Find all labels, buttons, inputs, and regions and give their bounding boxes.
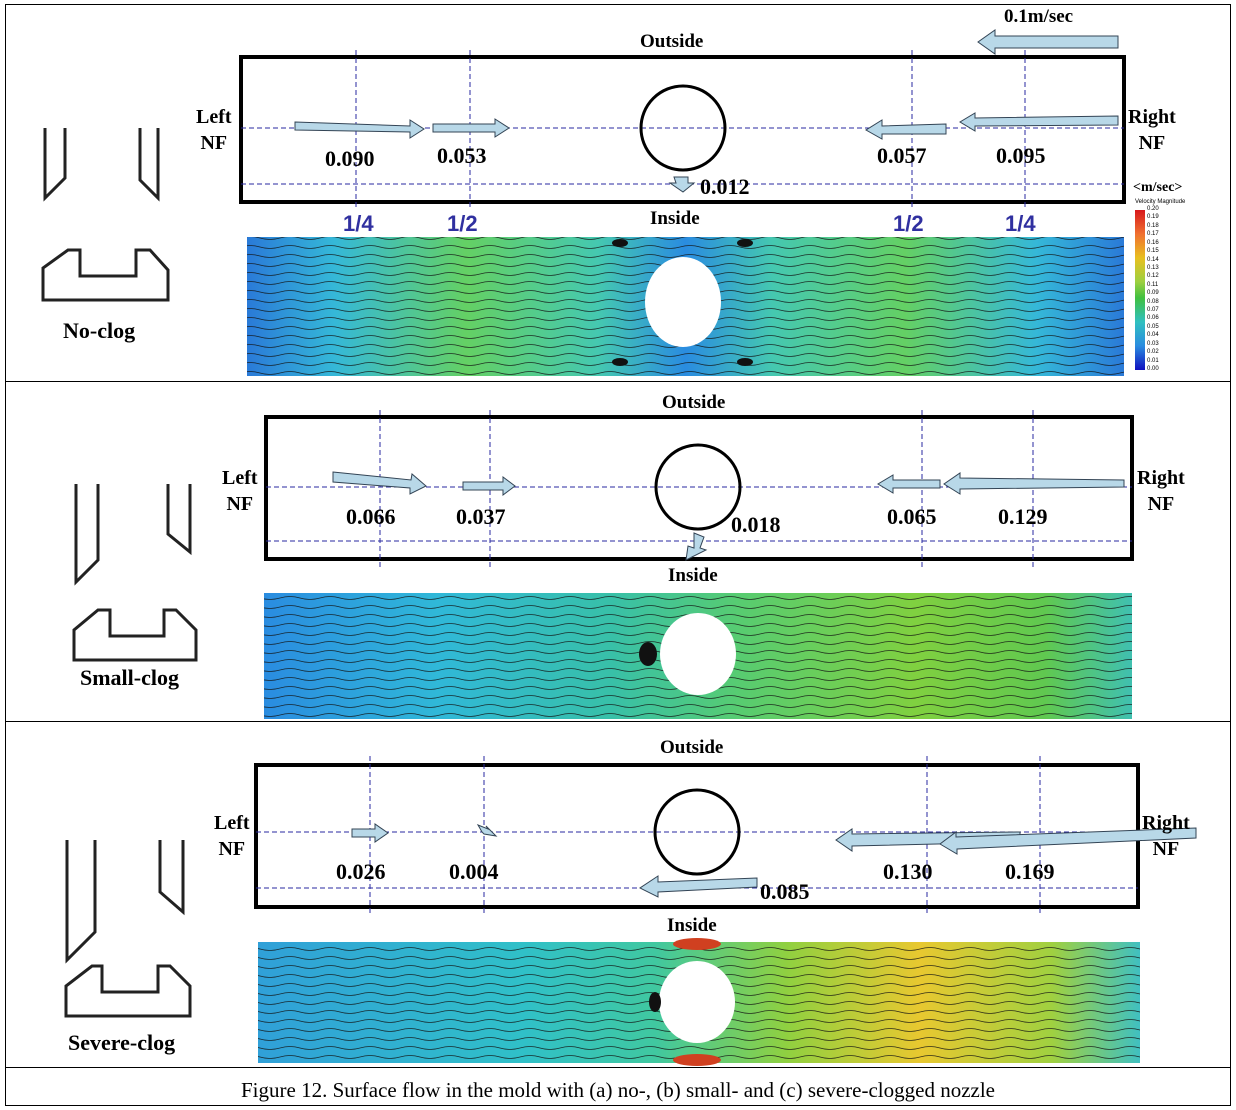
outside-label: Outside	[640, 31, 704, 52]
velocity-arrow	[959, 112, 1119, 132]
colorbar-tick: 0.18	[1147, 222, 1159, 229]
velocity-value: 0.130	[883, 859, 933, 884]
panel-label-severe-clog: Severe-clog	[68, 1030, 176, 1055]
velocity-arrow	[939, 827, 1197, 855]
velocity-arrow	[351, 823, 389, 843]
nozzle-port-sketch	[41, 248, 170, 302]
colorbar-tick: 0.14	[1147, 256, 1159, 263]
velocity-arrow	[462, 476, 516, 496]
velocity-value: 0.012	[700, 174, 750, 199]
mold-outline	[264, 415, 1134, 561]
colorbar-tick: 0.20	[1147, 206, 1159, 212]
velocity-arrow	[943, 472, 1125, 495]
inside-label: Inside	[650, 208, 700, 229]
velocity-arrow	[332, 471, 427, 495]
colorbar-tick: 0.15	[1147, 248, 1159, 255]
colorbar-tick: 0.11	[1147, 281, 1159, 288]
nozzle-side-sketch	[43, 128, 67, 202]
velocity-arrow	[476, 824, 498, 837]
colorbar-tick: 0.03	[1147, 340, 1159, 347]
left-nf-label: Left NF	[196, 106, 232, 154]
velocity-value: 0.004	[449, 859, 499, 884]
colorbar-tick: 0.16	[1147, 239, 1159, 246]
sen-circle	[639, 84, 727, 172]
outside-label: Outside	[662, 392, 726, 413]
velocity-value: 0.018	[731, 512, 781, 537]
figure-frame	[5, 4, 1231, 1106]
panel-label-small-clog: Small-clog	[80, 665, 179, 690]
velocity-value: 0.095	[996, 143, 1046, 168]
nozzle-port-sketch	[72, 608, 198, 662]
sen-circle	[653, 788, 741, 876]
position-label: 1/2	[893, 211, 924, 236]
colorbar-tick: 0.07	[1147, 307, 1159, 314]
velocity-value: 0.065	[887, 504, 937, 529]
velocity-value: 0.026	[336, 859, 386, 884]
position-label: 1/4	[1005, 211, 1036, 236]
mold-outline	[239, 55, 1126, 204]
velocity-value: 0.129	[998, 504, 1048, 529]
velocity-value: 0.057	[877, 143, 927, 168]
scale-arrow	[977, 29, 1119, 55]
velocity-value: 0.090	[325, 146, 375, 171]
colorbar-tick: 0.09	[1147, 290, 1159, 297]
colorbar-tick: 0.13	[1147, 264, 1159, 271]
figure-caption: Figure 12. Surface flow in the mold with…	[241, 1078, 995, 1102]
velocity-arrow	[432, 118, 510, 138]
velocity-value: 0.085	[760, 879, 810, 904]
colorbar	[1135, 210, 1145, 370]
velocity-arrow	[294, 119, 425, 139]
nozzle-side-sketch	[74, 484, 100, 586]
position-label: 1/4	[343, 211, 374, 236]
colorbar-tick: 0.00	[1147, 366, 1159, 372]
position-label: 1/2	[447, 211, 478, 236]
panel-severe-clog	[64, 756, 1197, 1066]
outside-label: Outside	[660, 737, 724, 758]
sen-circle	[654, 443, 742, 531]
panel-divider	[5, 721, 1231, 722]
colorbar-unit: <m/sec>	[1133, 180, 1183, 195]
panel-small-clog	[72, 410, 1134, 719]
left-nf-label: Left NF	[222, 467, 258, 515]
inside-label: Inside	[667, 915, 717, 936]
left-nf-label: Left NF	[214, 812, 250, 860]
panel-divider	[5, 381, 1231, 382]
panel-label-no-clog: No-clog	[63, 318, 136, 343]
colorbar-tick: 0.01	[1147, 357, 1159, 364]
velocity-arrow	[668, 176, 696, 193]
colorbar-tick: 0.17	[1147, 231, 1159, 238]
nozzle-side-sketch	[65, 840, 97, 964]
colorbar-tick: 0.19	[1147, 214, 1159, 221]
inside-label: Inside	[668, 565, 718, 586]
right-nf-label: Right NF	[1137, 467, 1185, 515]
sen-cutout	[659, 961, 735, 1043]
velocity-arrow	[877, 474, 941, 494]
colorbar-tick: 0.02	[1147, 349, 1159, 356]
velocity-value: 0.066	[346, 504, 396, 529]
velocity-value: 0.169	[1005, 859, 1055, 884]
panel-no-clog	[41, 29, 1145, 376]
colorbar-tick: 0.04	[1147, 332, 1159, 339]
scale-arrow-label: 0.1m/sec	[1004, 6, 1074, 27]
sen-cutout	[645, 257, 721, 347]
colorbar-tick: 0.05	[1147, 323, 1159, 330]
colorbar-title: Velocity Magnitude	[1135, 199, 1186, 205]
velocity-arrow	[865, 119, 947, 140]
caption-divider	[5, 1067, 1231, 1068]
velocity-value: 0.037	[456, 504, 506, 529]
nozzle-port-sketch	[64, 964, 192, 1018]
right-nf-label: Right NF	[1128, 106, 1176, 154]
velocity-arrow	[639, 875, 758, 898]
colorbar-tick: 0.08	[1147, 298, 1159, 305]
velocity-arrow	[685, 532, 708, 561]
colorbar-tick: 0.06	[1147, 315, 1159, 322]
sen-cutout	[660, 613, 736, 695]
right-nf-label: Right NF	[1142, 812, 1190, 860]
colorbar-tick: 0.12	[1147, 273, 1159, 280]
velocity-value: 0.053	[437, 143, 487, 168]
